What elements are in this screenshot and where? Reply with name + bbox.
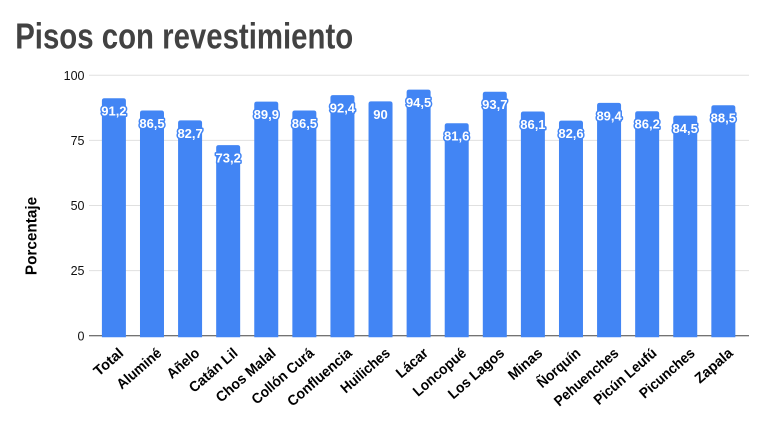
svg-text:Pisos con revestimiento: Pisos con revestimiento [15,16,353,57]
svg-text:73,2: 73,2 [216,151,241,166]
svg-text:25: 25 [71,264,85,278]
svg-text:86,5: 86,5 [292,116,317,131]
svg-text:86,5: 86,5 [139,116,164,131]
svg-text:92,4: 92,4 [330,101,356,116]
svg-text:86,2: 86,2 [635,117,660,132]
svg-text:93,7: 93,7 [482,97,507,112]
svg-text:91,2: 91,2 [101,104,126,119]
svg-text:90: 90 [373,107,387,122]
svg-text:94,5: 94,5 [406,95,431,110]
svg-text:82,7: 82,7 [177,126,202,141]
svg-text:89,9: 89,9 [254,107,279,122]
svg-text:86,1: 86,1 [520,117,545,132]
svg-text:Porcentaje: Porcentaje [24,197,41,275]
svg-text:88,5: 88,5 [711,111,736,126]
svg-text:100: 100 [64,69,85,83]
svg-text:0: 0 [78,329,85,343]
svg-text:75: 75 [71,134,85,148]
svg-text:84,5: 84,5 [673,121,698,136]
svg-text:81,6: 81,6 [444,129,469,144]
svg-text:50: 50 [71,199,85,213]
svg-text:82,6: 82,6 [558,126,583,141]
svg-text:89,4: 89,4 [596,108,622,123]
